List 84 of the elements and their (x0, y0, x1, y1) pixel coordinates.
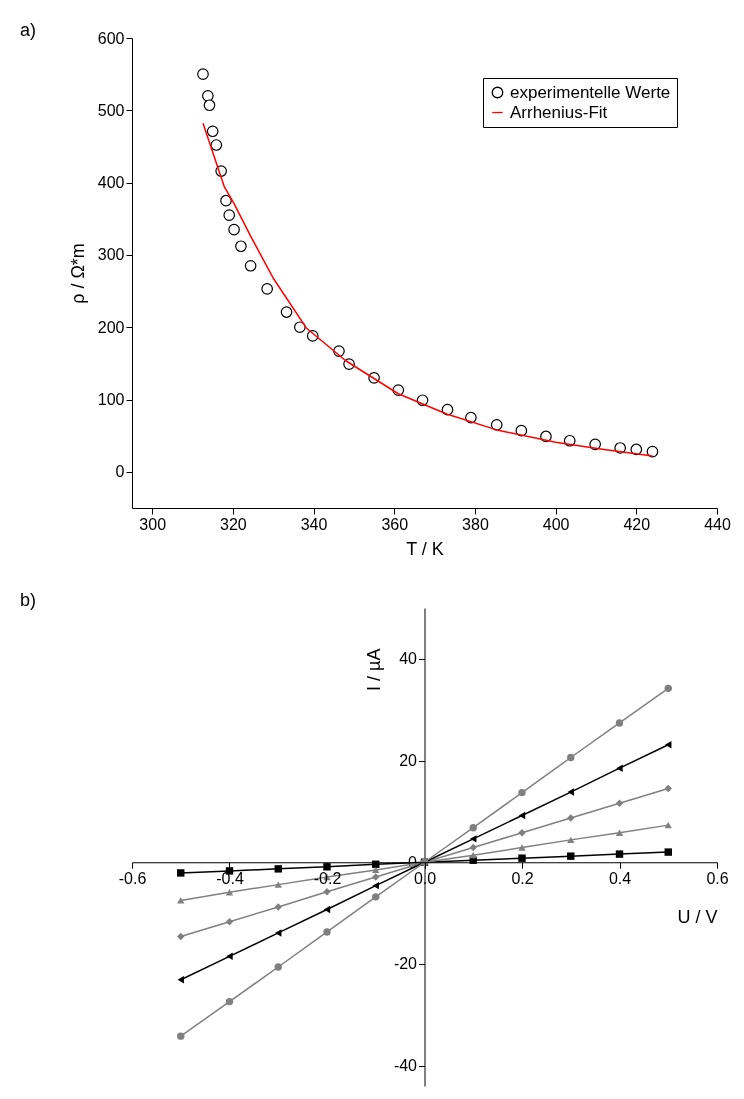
point (177, 976, 184, 984)
point (202, 90, 214, 102)
point (646, 445, 659, 458)
point (244, 259, 257, 272)
y-tick-label: 600 (97, 29, 125, 47)
point (567, 788, 574, 796)
point (197, 68, 209, 80)
y-tick-label: 200 (97, 318, 125, 336)
point (177, 869, 185, 877)
point (372, 881, 379, 890)
x-axis-title: U / V (677, 906, 718, 927)
point (223, 209, 236, 221)
point (274, 963, 282, 971)
x-tick-label: 0.2 (511, 869, 534, 887)
point (225, 918, 234, 926)
point (518, 844, 526, 851)
point (220, 194, 232, 207)
point (280, 306, 293, 318)
x-tick-label: 0.0 (413, 869, 437, 887)
point (567, 852, 575, 860)
point (469, 823, 477, 832)
x-tick-label: -0.6 (118, 869, 147, 887)
y-tick-label: 100 (97, 391, 125, 409)
y-tick-label: -40 (393, 1057, 418, 1075)
legend-label: experimentelle Werte (510, 82, 671, 102)
y-tick-label: 400 (97, 174, 125, 192)
point (203, 99, 216, 112)
x-tick-label: 380 (462, 515, 489, 533)
point (177, 897, 185, 904)
point (261, 283, 273, 295)
x-tick-label: -0.4 (216, 869, 244, 887)
point (274, 865, 282, 873)
point (490, 419, 503, 431)
point (177, 932, 185, 941)
y-tick-label: 500 (97, 101, 125, 119)
x-tick-label: 440 (704, 515, 731, 533)
point (372, 866, 380, 874)
point (615, 719, 624, 727)
y-tick-label: 40 (399, 650, 418, 668)
point (225, 997, 234, 1006)
point (274, 881, 282, 888)
x-tick-label: 0.4 (608, 869, 632, 887)
point (615, 799, 624, 807)
point (210, 139, 223, 151)
point (323, 928, 331, 936)
point (228, 223, 240, 236)
x-tick-label: 300 (139, 515, 167, 533)
point (206, 125, 219, 138)
y-axis-title: ρ / Ω*m (67, 243, 88, 304)
y-tick-label: 300 (97, 246, 125, 264)
text: b) (20, 590, 37, 610)
x-tick-label: 320 (220, 515, 247, 533)
point (518, 788, 526, 797)
y-tick-label: 0 (115, 463, 125, 481)
y-tick-label: -20 (393, 955, 418, 973)
point (235, 240, 247, 253)
point (664, 784, 672, 793)
x-tick-label: -0.2 (313, 869, 342, 887)
point (567, 836, 575, 844)
point (615, 829, 624, 836)
point (664, 684, 672, 693)
point (567, 753, 575, 762)
x-tick-label: 340 (300, 515, 328, 533)
point (664, 848, 672, 856)
point (518, 811, 526, 820)
y-axis-title: I / µA (363, 648, 384, 691)
legend-label: Arrhenius-Fit (510, 102, 608, 122)
x-tick-label: 400 (542, 515, 570, 533)
y-tick-label: 20 (399, 752, 418, 770)
point (226, 952, 233, 961)
point (469, 843, 477, 852)
text: a) (20, 20, 37, 40)
x-tick-label: 360 (381, 515, 409, 533)
point (177, 1032, 185, 1040)
x-tick-label: 420 (623, 515, 651, 533)
point (615, 850, 624, 858)
point (323, 863, 331, 871)
point (616, 764, 623, 772)
x-axis-title: T / K (406, 538, 444, 559)
point (293, 321, 306, 334)
point (323, 905, 331, 914)
point (518, 854, 526, 862)
point (372, 893, 380, 901)
x-tick-label: 0.6 (706, 869, 729, 887)
